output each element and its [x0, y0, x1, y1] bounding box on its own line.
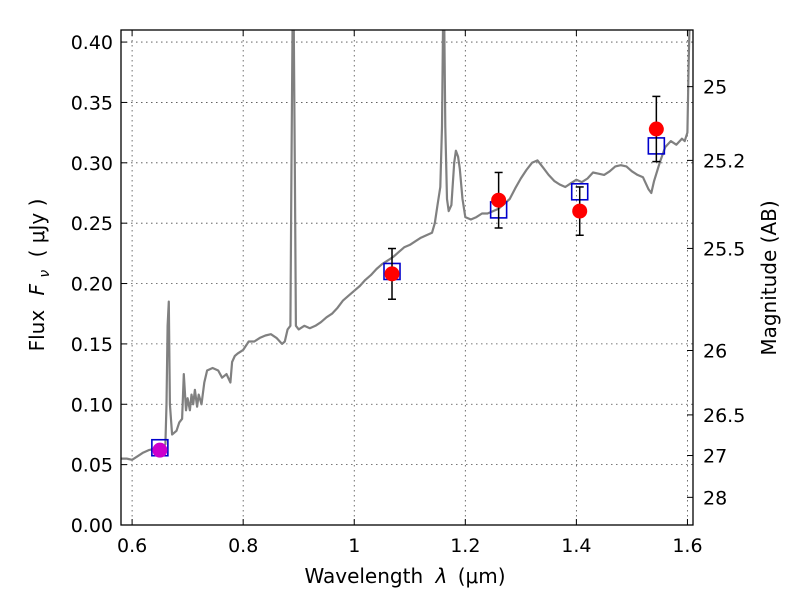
y-axis-title-symbol: F — [25, 283, 49, 295]
magnitude-tick-label: 27 — [703, 446, 727, 468]
x-axis-title: Wavelength λ (μm) — [304, 564, 505, 588]
magnitude-tick-label: 25 — [703, 77, 727, 99]
axes: 0.6 0.8 1 1.2 1.4 1.6 0.00 0.05 0.10 0.15 0.20 0.25… — [71, 30, 745, 557]
x-axis-title-symbol: λ — [435, 564, 448, 588]
y-tick-label: 0.05 — [71, 455, 113, 477]
y-tick-label: 0.30 — [71, 153, 113, 175]
x-axis-title-unit: (μm) — [458, 564, 506, 588]
magnitude-tick-label: 26.5 — [703, 405, 745, 427]
observed-data-point — [572, 203, 588, 219]
x-tick-label: 0.8 — [228, 535, 258, 557]
y-tick-label: 0.35 — [71, 92, 113, 114]
x-tick-label: 1.6 — [672, 535, 702, 557]
model-spectrum-line — [121, 30, 693, 461]
observed-data-point — [384, 266, 400, 282]
x-axis-title-prefix: Wavelength — [304, 564, 423, 588]
y-tick-label: 0.40 — [71, 32, 113, 54]
grid-lines — [121, 30, 693, 525]
y-axis-title-sub: ν — [37, 270, 53, 278]
magnitude-tick-label: 26 — [703, 340, 727, 362]
y-tick-label: 0.00 — [71, 515, 113, 537]
y-axis-title-unit: ( μJy ) — [25, 199, 49, 258]
observed-data-point-magenta — [152, 442, 168, 458]
observed-data-point — [491, 192, 507, 208]
x-tick-label: 1.4 — [561, 535, 591, 557]
y-axis-title-prefix: Flux — [25, 310, 49, 352]
observed-data-point — [648, 121, 664, 137]
plot-frame — [120, 29, 694, 526]
y-tick-label: 0.20 — [71, 274, 113, 296]
x-tick-label: 0.6 — [117, 535, 147, 557]
magnitude-tick-label: 25.5 — [703, 238, 745, 260]
x-tick-label: 1.2 — [450, 535, 480, 557]
magnitude-tick-label: 28 — [703, 487, 727, 509]
y-axis-title: Flux F ν ( μJy ) — [25, 199, 54, 352]
magnitude-tick-label: 25.2 — [703, 150, 745, 172]
y-tick-label: 0.15 — [71, 334, 113, 356]
x-tick-label: 1 — [348, 535, 360, 557]
plot-area — [121, 30, 693, 461]
y-tick-label: 0.25 — [71, 213, 113, 235]
y-tick-label: 0.10 — [71, 394, 113, 416]
y2-axis-title: Magnitude (AB) — [757, 200, 781, 355]
